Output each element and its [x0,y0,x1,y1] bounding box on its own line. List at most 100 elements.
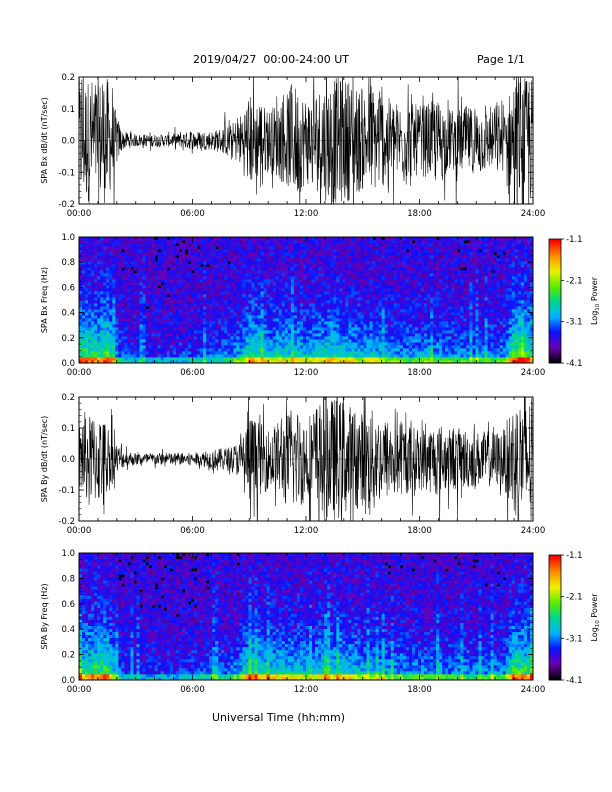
spectrogram-cell [402,351,407,355]
spectrogram-cell [375,303,380,307]
spectrogram-cell [127,252,131,256]
spectrogram-cell [315,261,319,265]
spectrogram-cell [312,333,316,337]
spectrogram-cell [315,237,319,241]
spectrogram-cell [348,324,352,328]
spectrogram-cell [151,285,156,289]
spectrogram-cell [363,324,367,328]
spectrogram-cell [215,360,219,364]
spectrogram-cell [172,264,177,268]
spectrogram-cell [411,321,416,325]
spectrogram-cell [296,291,301,295]
spectrogram-cell [312,246,316,250]
spectrogram-cell [157,294,162,298]
spectrogram-cell [227,336,231,340]
spectrogram-cell [372,345,377,349]
spectrogram-cell [212,312,216,316]
spectrogram-cell [372,297,377,301]
spectrogram-cell [266,264,271,268]
spectrogram-cell [184,267,189,271]
spectrogram-cell [366,336,370,340]
spectrogram-cell [411,327,416,331]
spectrogram-cell [366,312,370,316]
spectrogram-cell [339,348,343,352]
spectrogram-cell [97,297,101,301]
spectrogram-cell [327,303,331,307]
spectrogram-cell [411,279,416,283]
spectrogram-cell [296,348,301,352]
spectrogram-cell [251,315,255,319]
spectrogram-cell [393,297,398,301]
spectrogram-cell [242,270,246,274]
spectrogram-cell [218,324,222,328]
spectrogram-cell [351,324,355,328]
spectrogram-cell [312,291,316,295]
spectrogram-cell [82,303,86,307]
spectrogram-cell [100,333,104,337]
spectrogram-cell [115,324,119,328]
spectrogram-cell [212,252,216,256]
spectrogram-cell [272,342,277,346]
spectrogram-cell [230,357,234,361]
spectrogram-cell [203,312,207,316]
spectrogram-cell [254,306,258,310]
spectrogram-cell [290,312,295,316]
spectrogram-cell [427,306,431,310]
spectrogram-cell [302,249,307,253]
spectrogram-cell [172,258,177,262]
spectrogram-cell [245,303,249,307]
spectrogram-cell [254,354,258,358]
spectrogram-cell [82,315,86,319]
spectrogram-cell [348,270,352,274]
spectrogram-cell [333,315,337,319]
spectrogram-cell [281,306,286,310]
spectrogram-cell [233,297,237,301]
spectrogram-cell [184,339,189,343]
spectrogram-cell [275,252,280,256]
spectrogram-cell [115,273,119,277]
spectrogram-cell [321,243,325,247]
spectrogram-cell [375,279,380,283]
spectrogram-cell [396,315,401,319]
spectrogram-cell [351,237,355,241]
spectrogram-cell [284,249,289,253]
spectrogram-cell [136,360,140,364]
spectrogram-cell [124,348,128,352]
spectrogram-cell [115,252,119,256]
spectrogram-cell [118,282,122,286]
spectrogram-cell [239,237,243,241]
spectrogram-cell [312,330,316,334]
spectrogram-cell [284,315,289,319]
spectrogram-cell [390,342,395,346]
spectrogram-cell [178,309,183,313]
spectrogram-cell [175,237,180,241]
spectrogram-cell [154,246,159,250]
spectrogram-cell [260,336,265,340]
spectrogram-cell [430,327,434,331]
spectrogram-cell [275,324,280,328]
spectrogram-cell [348,294,352,298]
spectrogram-cell [181,270,186,274]
spectrogram-cell [299,336,304,340]
spectrogram-cell [112,243,116,247]
spectrogram-cell [160,261,165,265]
spectrogram-cell [424,276,428,280]
spectrogram-cell [151,288,156,292]
spectrogram-cell [402,255,407,259]
spectrogram-cell [345,273,349,277]
spectrogram-cell [200,312,204,316]
spectrogram-cell [79,255,83,259]
spectrogram-cell [393,321,398,325]
spectrogram-cell [203,267,207,271]
spectrogram-cell [242,315,246,319]
spectrogram-cell [354,279,358,283]
spectrogram-cell [299,309,304,313]
spectrogram-cell [405,342,410,346]
spectrogram-cell [145,357,150,361]
spectrogram-cell [130,240,134,244]
spectrogram-cell [427,318,431,322]
spectrogram-cell [121,237,125,241]
spectrogram-cell [396,333,401,337]
spectrogram-cell [166,354,171,358]
spectrogram-cell [402,282,407,286]
